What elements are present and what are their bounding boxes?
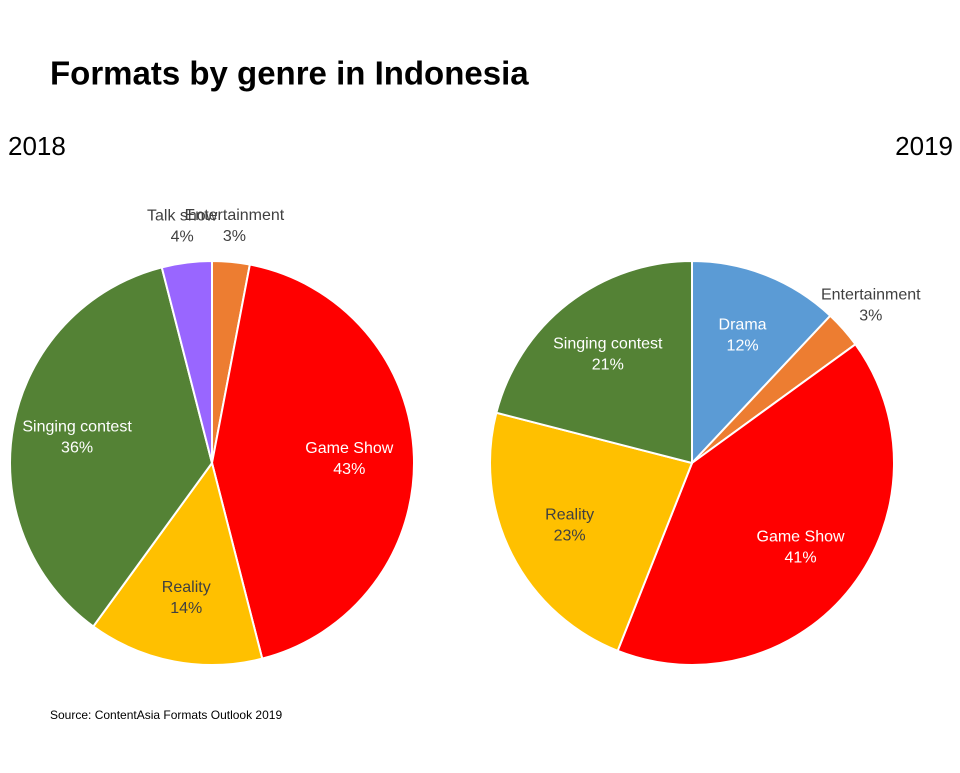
pie-slice: [495, 259, 693, 465]
slice-value-label: 41%: [785, 549, 817, 566]
slice-value-label: 43%: [333, 461, 365, 478]
slice-category-label: Talk show: [147, 208, 218, 225]
pie-slice: [616, 342, 895, 666]
slice-category-label: Game Show: [757, 528, 845, 545]
slice-value-label: 4%: [171, 229, 194, 246]
pie-slice: [160, 259, 213, 464]
chart-title: 2019: [895, 131, 953, 161]
pie-slice: [691, 259, 832, 466]
slice-category-label: Reality: [545, 507, 594, 524]
slice-value-label: 36%: [61, 439, 93, 456]
slice-value-label: 23%: [554, 528, 586, 545]
slice-category-label: Singing contest: [553, 336, 663, 353]
slice-value-label: 14%: [170, 600, 202, 617]
pie-slice: [91, 460, 264, 666]
slice-value-label: 3%: [859, 308, 882, 325]
source-note: Source: ContentAsia Formats Outlook 2019: [50, 708, 282, 722]
chart-title: 2018: [8, 131, 66, 161]
slice-category-label: Entertainment: [821, 287, 921, 304]
slice-value-label: 12%: [727, 338, 759, 355]
slice-category-label: Singing contest: [22, 418, 132, 435]
slice-value-label: 3%: [223, 228, 246, 245]
slice-category-label: Reality: [162, 579, 211, 596]
slice-value-label: 21%: [592, 357, 624, 374]
slice-category-label: Game Show: [305, 440, 393, 457]
slice-category-label: Entertainment: [185, 207, 285, 224]
slice-category-label: Drama: [719, 317, 767, 334]
pie-slice: [210, 263, 415, 660]
page-title: Formats by genre in Indonesia: [50, 55, 529, 92]
pie-slice: [9, 266, 214, 628]
pie-slice: [489, 411, 694, 653]
